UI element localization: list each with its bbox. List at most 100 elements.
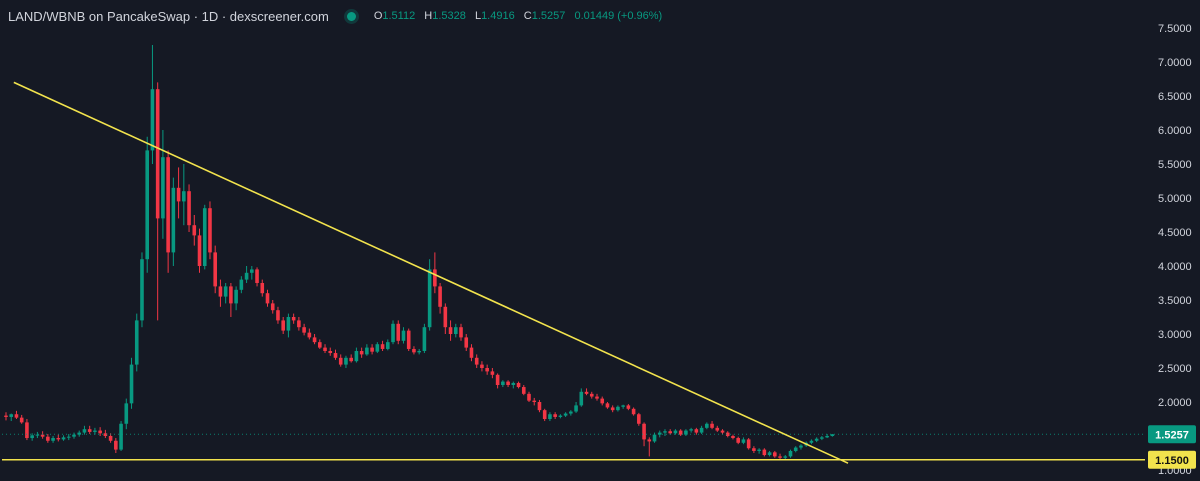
- candle: [391, 320, 395, 345]
- candle: [710, 421, 714, 430]
- candle: [469, 344, 474, 362]
- candle: [616, 405, 620, 412]
- candle: [537, 399, 542, 413]
- candle: [715, 425, 720, 432]
- candle: [814, 437, 819, 443]
- candle: [485, 364, 489, 375]
- candle: [422, 323, 427, 354]
- candle: [51, 436, 55, 443]
- last-price-badge: 1.5257: [1148, 425, 1196, 444]
- candle: [328, 347, 333, 356]
- candle: [495, 373, 500, 389]
- candle: [736, 436, 740, 445]
- candle: [255, 267, 259, 287]
- candle: [532, 397, 537, 406]
- candle: [66, 433, 71, 441]
- y-tick-label: 5.5000: [1158, 159, 1192, 171]
- candle: [344, 355, 348, 368]
- candle: [501, 380, 505, 388]
- candle: [166, 150, 170, 273]
- candle: [333, 349, 338, 360]
- trendline[interactable]: [13, 81, 849, 464]
- candle: [134, 313, 139, 372]
- svg-text:1.5257: 1.5257: [1155, 429, 1189, 441]
- candle: [354, 347, 359, 363]
- candle: [626, 404, 631, 411]
- candle: [124, 398, 129, 430]
- candle: [365, 344, 369, 356]
- candle: [663, 429, 667, 436]
- candle: [783, 455, 788, 460]
- candle: [438, 283, 442, 314]
- candle: [318, 339, 322, 349]
- candle: [396, 320, 401, 345]
- symbol-title[interactable]: LAND/WBNB on PancakeSwap · 1D · dexscree…: [8, 8, 329, 24]
- candle: [605, 402, 610, 409]
- candle: [548, 412, 552, 422]
- candle: [657, 430, 662, 438]
- candle: [406, 328, 411, 351]
- candle: [516, 381, 521, 389]
- candle: [229, 283, 233, 317]
- candle: [621, 404, 625, 409]
- candle: [82, 425, 87, 435]
- y-tick-label: 4.0000: [1158, 261, 1192, 273]
- candle: [312, 334, 317, 345]
- candle: [129, 357, 134, 409]
- high-key: H: [424, 10, 433, 22]
- candle: [527, 391, 531, 402]
- candle: [208, 201, 212, 260]
- candle: [752, 446, 756, 453]
- candle: [291, 313, 296, 324]
- candle: [375, 342, 380, 354]
- candle: [385, 339, 390, 351]
- candle: [553, 412, 557, 419]
- overlays-group: [2, 81, 1145, 464]
- y-tick-label: 7.0000: [1158, 57, 1192, 69]
- candle: [192, 215, 197, 246]
- candle: [103, 429, 108, 439]
- market-status-icon: [346, 11, 356, 21]
- candle: [234, 286, 238, 311]
- candle: [793, 446, 798, 453]
- y-tick-label: 3.0000: [1158, 329, 1192, 341]
- candle: [270, 300, 275, 314]
- ohlc-readout: O1.5112 H1.5328 L1.4916 C1.5257 0.01449 …: [368, 10, 662, 22]
- candle: [150, 45, 155, 164]
- candle: [511, 381, 516, 389]
- low-value: 1.4916: [481, 10, 515, 22]
- candle: [197, 228, 202, 273]
- candle: [93, 427, 97, 435]
- candle: [155, 82, 160, 321]
- candle: [98, 427, 102, 436]
- candle: [542, 408, 547, 422]
- candle: [412, 346, 416, 355]
- candle: [480, 361, 484, 372]
- y-tick-label: 6.0000: [1158, 125, 1192, 137]
- open-key: O: [373, 10, 383, 22]
- candle: [307, 328, 312, 340]
- candle: [705, 422, 709, 430]
- candle: [678, 429, 683, 436]
- candle: [427, 259, 432, 331]
- candle: [600, 396, 605, 406]
- candle: [223, 283, 228, 304]
- candle: [77, 430, 82, 437]
- candle: [161, 130, 165, 239]
- candle: [474, 354, 479, 368]
- change-value: 0.01449 (+0.96%): [574, 10, 663, 22]
- close-key: C: [523, 10, 532, 22]
- price-axis[interactable]: 7.5000 7.0000 6.5000 6.0000 5.5000 5.0000 4.50…: [1148, 23, 1196, 477]
- candle: [579, 388, 584, 407]
- candle: [370, 344, 374, 355]
- candle: [443, 303, 448, 334]
- candle: [119, 421, 123, 451]
- candle: [569, 410, 573, 416]
- candle: [773, 450, 777, 458]
- candle: [286, 313, 291, 338]
- candle: [689, 427, 693, 433]
- candle: [4, 412, 8, 421]
- candle: [453, 323, 458, 338]
- candle: [731, 434, 735, 440]
